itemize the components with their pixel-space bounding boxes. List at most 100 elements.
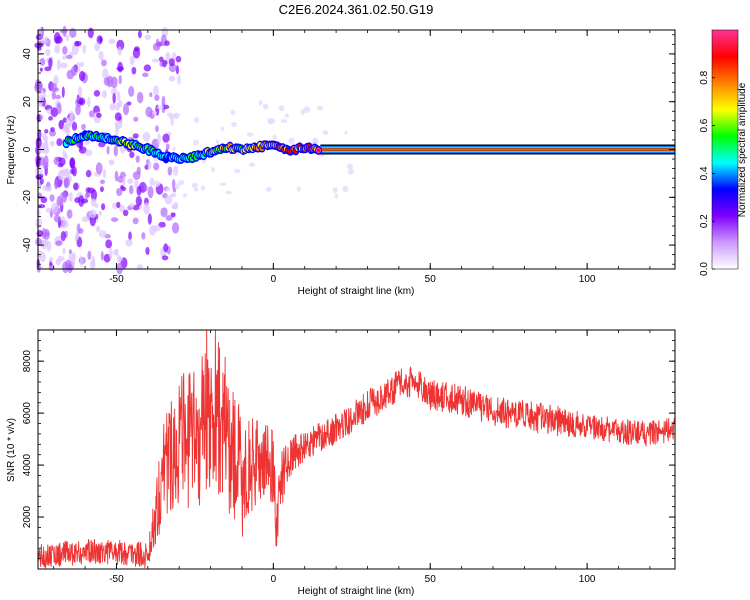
noise-blob	[332, 187, 338, 193]
noise-blob	[54, 44, 61, 54]
noise-blob	[194, 187, 199, 192]
noise-blob	[165, 187, 171, 191]
noise-blob	[175, 55, 182, 63]
noise-blob	[262, 103, 269, 110]
noise-blob	[65, 117, 74, 126]
noise-blob	[85, 169, 92, 178]
noise-blob	[96, 112, 102, 118]
noise-blob	[57, 255, 65, 262]
noise-blob	[116, 201, 121, 209]
noise-blob	[162, 59, 167, 68]
noise-blob	[220, 126, 225, 132]
noise-blob	[246, 132, 254, 137]
noise-blob	[78, 70, 86, 82]
y-tick-label: 4000	[22, 454, 33, 477]
colorbar-tick-label: 0.4	[699, 166, 710, 180]
noise-blob	[165, 143, 170, 151]
noise-blob	[153, 85, 159, 97]
noise-blob	[121, 186, 127, 192]
noise-blob	[108, 159, 115, 166]
noise-blob	[70, 65, 78, 77]
noise-blob	[303, 106, 311, 113]
noise-blob	[152, 111, 157, 115]
noise-blob	[108, 38, 116, 45]
noise-blob	[129, 202, 135, 208]
colorbar-ticks: 0.0 0.2 0.4 0.6 0.8	[699, 70, 715, 276]
noise-blob	[98, 141, 106, 148]
noise-blob	[56, 102, 62, 115]
noise-blob	[53, 156, 60, 166]
noise-blob	[268, 118, 276, 124]
x-tick-label: -50	[109, 574, 124, 585]
noise-blob	[284, 113, 290, 118]
noise-blob	[74, 40, 80, 47]
top-x-ticks: -50 0 50 100	[53, 30, 651, 285]
noise-blob	[164, 195, 173, 205]
noise-blob	[122, 209, 129, 217]
noise-blob	[66, 209, 73, 219]
noise-blob	[35, 238, 43, 247]
noise-blob	[90, 198, 97, 207]
noise-blob	[166, 112, 173, 117]
noise-blob	[128, 231, 132, 241]
noise-blob	[98, 36, 103, 42]
noise-blob	[158, 56, 164, 62]
noise-blob	[118, 257, 123, 262]
noise-blob	[334, 193, 339, 199]
noise-blob	[117, 46, 122, 56]
noise-blob	[48, 57, 53, 69]
noise-blob	[41, 39, 49, 44]
noise-blob	[142, 72, 149, 78]
noise-blob	[87, 96, 91, 108]
noise-blob	[177, 179, 185, 186]
noise-blob	[145, 106, 153, 118]
noise-blob	[116, 91, 121, 102]
top-y-axis-label: Frequency (Hz)	[6, 116, 17, 185]
noise-blob	[154, 94, 160, 101]
colorbar-tick-label: 0.2	[699, 214, 710, 228]
noise-blob	[193, 139, 200, 146]
noise-blob	[68, 249, 72, 254]
noise-blob	[93, 90, 101, 97]
noise-blob	[132, 217, 139, 225]
noise-blob	[65, 127, 71, 136]
noise-blob	[99, 179, 105, 185]
y-tick-label: 6000	[22, 402, 33, 425]
noise-blob	[296, 186, 301, 192]
y-tick-label: 40	[22, 48, 33, 60]
colorbar-label: Normalized spectral amplitude	[737, 82, 748, 217]
y-tick-label: 20	[22, 96, 33, 108]
noise-blob	[346, 163, 354, 169]
noise-blob	[78, 97, 86, 106]
noise-blob	[280, 119, 288, 123]
noise-blob	[64, 153, 68, 160]
noise-blob	[44, 66, 52, 72]
noise-blob	[58, 157, 66, 166]
noise-blob	[164, 40, 170, 46]
noise-blob	[55, 94, 62, 100]
bottom-y-axis-label: SNR (10 * v/v)	[6, 418, 17, 482]
noise-blob	[136, 91, 144, 104]
noise-blob	[322, 130, 329, 135]
noise-blob	[101, 89, 107, 99]
noise-blob	[84, 149, 93, 156]
noise-blob	[40, 196, 48, 204]
noise-blob	[216, 139, 220, 145]
noise-blob	[39, 67, 43, 72]
noise-blob	[219, 182, 227, 186]
noise-blob	[110, 76, 118, 89]
noise-blob	[94, 42, 101, 52]
noise-blob	[136, 166, 141, 176]
noise-blob	[163, 243, 169, 253]
noise-blob	[69, 28, 77, 38]
noise-blob	[152, 225, 161, 232]
noise-blob	[110, 87, 118, 96]
noise-blob	[143, 64, 152, 72]
noise-blob	[37, 204, 46, 209]
y-tick-label: -40	[22, 237, 33, 252]
noise-blob	[50, 82, 58, 93]
noise-blob	[128, 86, 135, 97]
spectrogram-panel: -50 0 50 100 -40 -20 0 20 40 Height of straight…	[6, 25, 676, 297]
noise-blob	[160, 207, 168, 218]
noise-blob	[117, 61, 123, 73]
